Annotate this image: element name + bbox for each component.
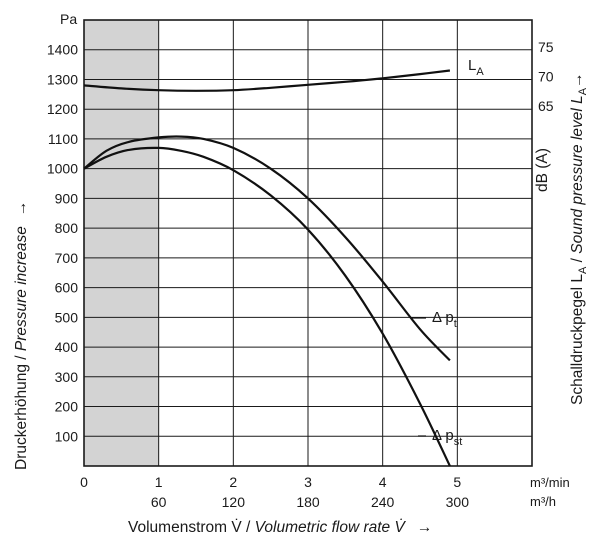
y-tick-labels: 100 200 300 400 500 600 700 800 900 1000 1100 1200 1… — [47, 42, 78, 445]
y2-axis-label-arrow: → — [569, 72, 586, 88]
x-tick-labels: 0 1 2 3 4 5 60 120 180 240 300 — [80, 474, 469, 510]
y-tick-label: 600 — [55, 280, 79, 296]
curve-delta-pt — [83, 135, 451, 362]
x-tick-label-min: 1 — [155, 474, 163, 490]
y-tick-label: 1000 — [47, 161, 78, 177]
x-tick-label-h: 300 — [446, 494, 470, 510]
x-tick-label-h: 240 — [371, 494, 395, 510]
x-tick-label-min: 3 — [304, 474, 312, 490]
y2-axis-label: Schalldruckpegel LA / Sound pressure lev… — [569, 72, 589, 405]
y-axis-label-sep: / — [13, 351, 30, 364]
y-axis-label-en: Pressure increase — [13, 226, 30, 351]
x-tick-label-min: 4 — [379, 474, 387, 490]
y-tick-label: 1300 — [47, 71, 78, 87]
y-tick-label: 100 — [55, 428, 79, 444]
y-tick-label: 700 — [55, 250, 79, 266]
curve-label-pst-sub: st — [454, 436, 463, 448]
y2-axis-label-de: Schalldruckpegel L — [569, 274, 586, 405]
x-tick-label-h: 120 — [222, 494, 246, 510]
y2-unit-label: dB (A) — [534, 148, 551, 192]
x-axis-label-en: Volumetric flow rate V̇ — [255, 519, 407, 536]
y-axis-label: Druckerhöhung / Pressure increase → — [13, 201, 30, 470]
y-tick-label: 500 — [55, 309, 79, 325]
y-unit-label: Pa — [60, 11, 77, 27]
plot-frame — [83, 19, 533, 467]
y2-tick-label: 65 — [538, 98, 554, 114]
x-axis-label-sep: / — [242, 519, 255, 536]
x-unit-min-label: m³/min — [530, 475, 570, 490]
y2-tick-label: 70 — [538, 68, 554, 84]
y-axis-label-de: Druckerhöhung — [13, 364, 30, 470]
x-tick-label-min: 5 — [453, 474, 461, 490]
y2-tick-label: 75 — [538, 39, 554, 55]
y-tick-label: 200 — [55, 399, 79, 415]
y2-axis-label-de-sub: A — [577, 266, 589, 274]
curve-label-pt: Δ pt — [432, 309, 457, 330]
y-tick-label: 800 — [55, 220, 79, 236]
curve-delta-pst — [83, 146, 451, 467]
y-tick-label: 400 — [55, 339, 79, 355]
x-tick-label-min: 2 — [229, 474, 237, 490]
y-tick-label: 1200 — [47, 101, 78, 117]
grid — [84, 20, 532, 466]
curve-label-pst-main: Δ p — [432, 427, 454, 444]
y-tick-label: 900 — [55, 190, 79, 206]
x-axis-label-de: Volumenstrom V̇ — [128, 519, 242, 536]
curves — [83, 69, 451, 467]
y-axis-label-arrow: → — [13, 201, 30, 217]
y2-axis-label-en: Sound pressure level L — [569, 95, 586, 254]
y-tick-label: 1400 — [47, 42, 78, 58]
curve-label-pst: Δ pst — [432, 427, 462, 448]
x-unit-h-label: m³/h — [530, 494, 556, 509]
y2-tick-labels: 65 70 75 — [538, 39, 554, 114]
curve-label-la: LA — [468, 57, 484, 78]
y-tick-label: 1100 — [48, 131, 78, 147]
curve-label-pt-main: Δ p — [432, 309, 454, 326]
x-tick-label-h: 60 — [151, 494, 167, 510]
x-tick-label-min: 0 — [80, 474, 88, 490]
x-axis-label-arrow: → — [417, 519, 433, 536]
curve-la — [83, 69, 451, 92]
y2-axis-label-en-sub: A — [577, 87, 589, 95]
shaded-region — [84, 20, 159, 466]
curve-label-la-main: L — [468, 57, 476, 74]
x-axis-label: Volumenstrom V̇ / Volumetric flow rate V… — [128, 519, 432, 536]
curve-label-pt-sub: t — [454, 318, 457, 330]
curve-label-la-sub: A — [476, 66, 484, 78]
y-tick-label: 300 — [55, 369, 79, 385]
y2-axis-label-sep: / — [569, 254, 586, 267]
x-tick-label-h: 180 — [296, 494, 320, 510]
